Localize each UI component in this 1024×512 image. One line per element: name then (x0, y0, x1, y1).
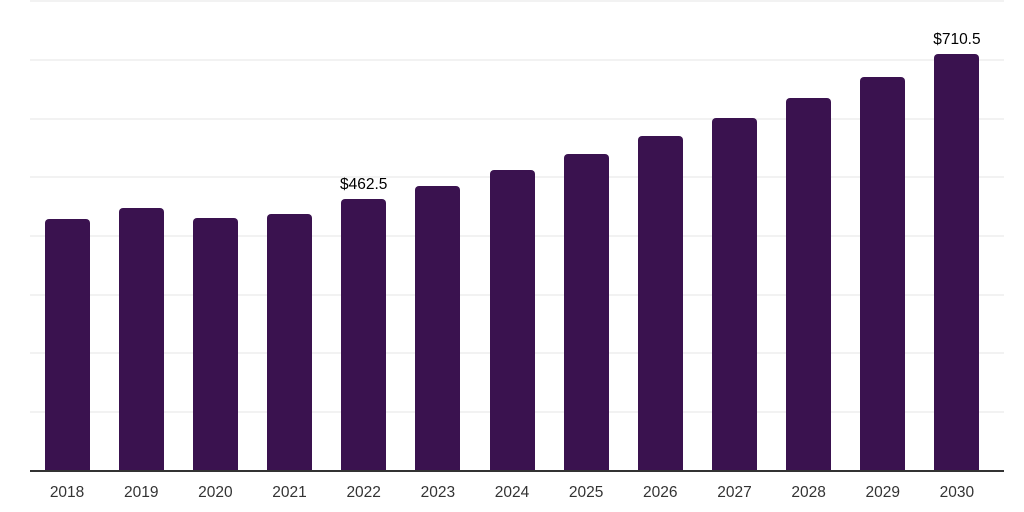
x-tick-label-2022: 2022 (346, 484, 381, 501)
x-tick-label-2019: 2019 (123, 484, 159, 501)
bar-2022 (341, 199, 387, 471)
bar-2030 (934, 53, 980, 471)
bar-2025 (563, 154, 609, 471)
bar-2019 (118, 207, 164, 471)
x-tick-label-2021: 2021 (272, 484, 307, 501)
x-tick-label-2024: 2024 (494, 484, 530, 501)
x-tick-label-2026: 2026 (643, 484, 678, 501)
x-tick-label-2029: 2029 (865, 484, 900, 501)
gridline-700 (30, 58, 1004, 61)
x-tick-label-2027: 2027 (717, 484, 752, 501)
x-tick-label-2020: 2020 (198, 484, 233, 501)
bar-2026 (637, 135, 683, 471)
gridline-600 (30, 117, 1004, 120)
bar-2023 (415, 185, 461, 471)
bar-2020 (192, 218, 238, 471)
x-axis-line (30, 470, 1004, 472)
x-tick-label-2028: 2028 (791, 484, 826, 501)
bar-2021 (267, 213, 313, 471)
bar-value-label-2030: $710.5 (933, 30, 981, 48)
x-tick-label-2025: 2025 (568, 484, 604, 501)
x-tick-label-2030: 2030 (939, 484, 975, 501)
gridline-800 (30, 0, 1004, 3)
x-tick-label-2018: 2018 (49, 484, 85, 501)
bar-2018 (44, 218, 90, 471)
bar-2028 (786, 98, 832, 471)
bar-2024 (489, 170, 535, 471)
bar-value-label-2022: $462.5 (339, 176, 388, 194)
bar-2029 (860, 77, 906, 471)
bar-2027 (711, 117, 757, 471)
x-tick-label-2023: 2023 (420, 484, 456, 501)
